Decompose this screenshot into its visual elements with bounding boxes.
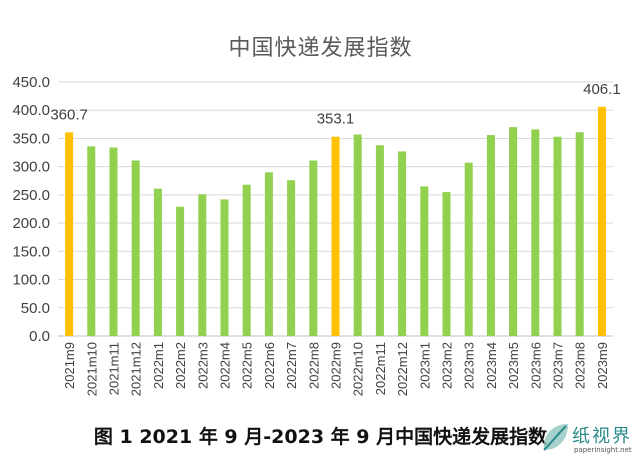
- y-tick-label: 150.0: [12, 243, 50, 260]
- x-tick-label: 2023m2: [440, 342, 455, 389]
- bar-chart: 0.0 50.0 100.0 150.0 200.0 250.0 300.0 350.0 400…: [12, 74, 621, 396]
- x-tick-label: 2021m12: [129, 342, 144, 396]
- x-tick-label: 2022m9: [329, 342, 344, 389]
- bar: [398, 151, 407, 336]
- x-tick-label: 2023m6: [528, 342, 543, 389]
- x-tick-label: 2023m3: [462, 342, 477, 389]
- bar: [309, 160, 318, 336]
- y-tick-label: 400.0: [12, 102, 50, 119]
- x-tick-label: 2021m9: [62, 342, 77, 389]
- bar: [153, 188, 162, 336]
- leaf-icon: [543, 424, 568, 451]
- y-tick-label: 300.0: [12, 159, 50, 176]
- x-tick-label: 2023m4: [484, 342, 499, 389]
- x-tick-label: 2022m12: [395, 342, 410, 396]
- y-tick-label: 250.0: [12, 187, 50, 204]
- x-tick-label: 2023m9: [595, 342, 610, 389]
- x-tick-label: 2023m8: [573, 342, 588, 389]
- x-tick-label: 2021m10: [84, 342, 99, 396]
- x-tick-label: 2023m7: [551, 342, 566, 389]
- bar: [375, 145, 384, 336]
- bar: [531, 129, 540, 336]
- x-tick-label: 2022m5: [240, 342, 255, 389]
- data-label: 353.1: [317, 111, 355, 128]
- y-tick-label: 100.0: [12, 272, 50, 289]
- bar: [131, 160, 140, 336]
- x-tick-label: 2022m4: [218, 342, 233, 389]
- y-tick-label: 0.0: [29, 328, 50, 345]
- bar: [486, 135, 495, 336]
- bar: [264, 172, 273, 336]
- x-tick-label: 2023m5: [506, 342, 521, 389]
- chart-title: 中国快递发展指数: [228, 36, 413, 61]
- y-tick-label: 200.0: [12, 215, 50, 232]
- y-tick-label: 450.0: [12, 74, 50, 91]
- x-tick-label: 2022m3: [195, 342, 210, 389]
- x-tick-label: 2021m11: [107, 342, 122, 395]
- watermark-text: 纸视界: [572, 426, 632, 447]
- y-tick-label: 50.0: [21, 300, 50, 317]
- bar: [331, 136, 340, 336]
- bar: [287, 180, 296, 336]
- bar: [109, 147, 118, 336]
- y-tick-label: 350.0: [12, 130, 50, 147]
- bar: [420, 186, 429, 336]
- bar: [198, 194, 207, 336]
- x-tick-label: 2022m2: [173, 342, 188, 389]
- bar: [575, 132, 584, 336]
- x-tick-label: 2022m11: [373, 342, 388, 395]
- bar: [353, 134, 362, 336]
- x-tick-label: 2022m8: [306, 342, 321, 389]
- x-tick-label: 2022m1: [151, 342, 166, 389]
- x-tick-label: 2022m10: [351, 342, 366, 396]
- bar: [220, 199, 229, 336]
- watermark-logo: 纸视界 paperinsight.net: [538, 420, 638, 460]
- x-tick-label: 2022m6: [262, 342, 277, 389]
- watermark-url: paperinsight.net: [574, 446, 632, 454]
- x-tick-label: 2023m1: [417, 342, 432, 389]
- bar: [87, 146, 96, 336]
- bar: [442, 192, 451, 336]
- bar: [65, 132, 74, 336]
- x-tick-label: 2022m7: [284, 342, 299, 389]
- data-label: 406.1: [583, 81, 621, 98]
- bar: [553, 136, 562, 336]
- bar: [242, 184, 251, 336]
- figure-caption: 图 1 2021 年 9 月-2023 年 9 月中国快递发展指数: [93, 426, 548, 448]
- data-label: 360.7: [50, 106, 88, 123]
- bar: [597, 106, 606, 336]
- bar: [176, 206, 185, 336]
- bar: [464, 162, 473, 336]
- bar: [509, 127, 518, 337]
